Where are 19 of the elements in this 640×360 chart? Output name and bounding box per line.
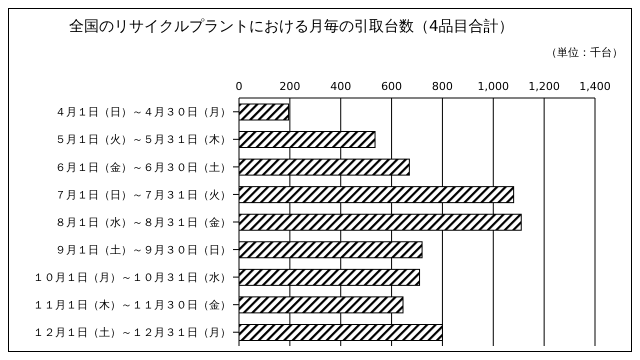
y-tick-label: １１月１日（木）～１１月３０日（金） — [33, 298, 231, 312]
x-tick-label: 1,200 — [528, 80, 560, 93]
y-tick-label: ８月１日（水）～８月３１日（金） — [55, 216, 231, 229]
y-tick-label: １０月１日（月）～１０月３１日（水） — [33, 271, 231, 284]
y-tick-label: ６月１日（金）～６月３０日（土） — [55, 160, 231, 174]
y-tick-label: ４月１日（日）～４月３０日（月） — [55, 106, 231, 119]
x-tick-label: 200 — [279, 80, 300, 93]
text: （単位：千台） — [546, 45, 623, 60]
x-tick-label: 400 — [330, 80, 352, 93]
y-tick-label: １２月１日（土）～１２月３１日（月） — [33, 326, 231, 340]
y-tick-label: ９月１日（土）～９月３０日（日） — [55, 243, 231, 256]
x-tick-label: 0 — [236, 80, 242, 93]
y-tick-label: ７月１日（日）～７月３１日（火） — [55, 188, 231, 202]
x-tick-label: 1,400 — [579, 80, 611, 93]
x-tick-label: 1,000 — [478, 80, 510, 93]
chart-title: 全国のリサイクルプラントにおける月毎の引取台数（4品目合計） — [69, 17, 514, 36]
x-tick-label: 600 — [381, 80, 402, 93]
y-tick-label: ５月１日（火）～５月３１日（木） — [55, 133, 231, 146]
x-tick-label: 800 — [432, 80, 453, 93]
